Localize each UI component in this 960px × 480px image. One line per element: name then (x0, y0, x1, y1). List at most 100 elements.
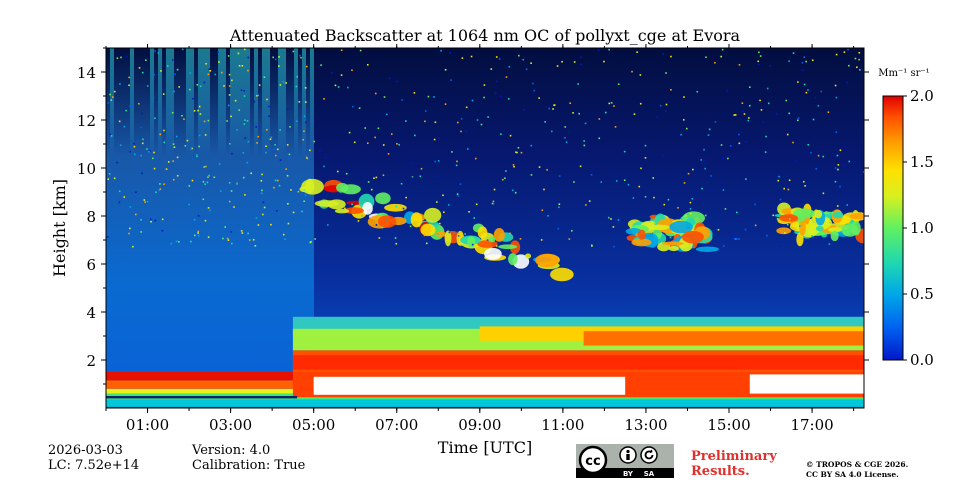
speckle (197, 226, 200, 228)
speckle (704, 159, 707, 162)
speckle (377, 127, 380, 130)
speckle (278, 65, 280, 67)
speckle (852, 202, 854, 205)
speckle (788, 179, 791, 182)
speckle (456, 193, 459, 195)
speckle (797, 119, 799, 122)
speckle (803, 180, 805, 183)
time-column (582, 48, 587, 408)
speckle (208, 174, 210, 177)
sa-share-icon (640, 446, 658, 464)
speckle (174, 226, 177, 229)
speckle (176, 156, 179, 159)
speckle (324, 156, 327, 159)
speckle (262, 218, 265, 221)
speckle (193, 234, 196, 237)
speckle (175, 240, 178, 243)
speckle (273, 148, 276, 151)
speckle (367, 64, 369, 66)
speckle (449, 235, 451, 238)
speckle (735, 238, 737, 240)
time-column (406, 48, 411, 408)
speckle (664, 110, 667, 113)
preliminary-line1: Preliminary (691, 449, 777, 464)
speckle (286, 144, 289, 146)
speckle (144, 201, 146, 203)
speckle (238, 207, 240, 210)
speckle (176, 68, 179, 71)
speckle (565, 141, 568, 144)
speckle (150, 220, 152, 223)
speckle (615, 180, 618, 182)
time-column (310, 48, 315, 408)
speckle (244, 119, 246, 121)
speckle (451, 151, 453, 153)
speckle (683, 182, 686, 184)
speckle (142, 138, 144, 141)
cloud-blob (435, 231, 447, 237)
speckle (862, 209, 864, 211)
speckle (437, 233, 439, 235)
speckle (792, 141, 794, 144)
colorbar-tick-label: 1.5 (910, 153, 934, 171)
time-column (518, 48, 523, 408)
speckle (364, 127, 367, 129)
speckle (140, 112, 143, 115)
time-column (110, 48, 115, 408)
speckle (583, 140, 585, 142)
time-column (750, 48, 755, 408)
speckle (745, 178, 747, 180)
speckle (374, 136, 376, 139)
speckle (265, 151, 267, 154)
speckle (617, 83, 620, 86)
speckle (292, 182, 295, 185)
time-column (610, 48, 615, 408)
time-column (170, 48, 175, 408)
speckle (199, 85, 202, 88)
speckle (315, 238, 318, 241)
speckle (279, 84, 282, 86)
speckle (805, 60, 807, 63)
speckle (447, 204, 450, 206)
speckle (817, 104, 820, 107)
colorbar-tick-label: 0.5 (910, 285, 934, 303)
speckle (836, 154, 839, 157)
time-column (442, 48, 447, 408)
speckle (858, 51, 861, 54)
speckle (402, 207, 405, 210)
cloud-blob (467, 236, 476, 248)
speckle (507, 98, 510, 100)
speckle (738, 64, 741, 66)
speckle (663, 203, 666, 206)
speckle (289, 126, 291, 128)
speckle (704, 214, 707, 217)
time-column (446, 48, 451, 408)
speckle (255, 217, 258, 219)
speckle (191, 179, 194, 182)
speckle (522, 109, 525, 111)
speckle (163, 141, 166, 144)
speckle (459, 183, 462, 185)
time-column (534, 48, 539, 408)
speckle (471, 99, 474, 102)
colorbar-tick-label: 2.0 (910, 87, 934, 105)
speckle (700, 159, 703, 161)
speckle (501, 178, 504, 181)
speckle (209, 222, 211, 225)
speckle (162, 93, 165, 95)
speckle (603, 60, 605, 63)
speckle (784, 232, 786, 234)
speckle (278, 56, 280, 58)
speckle (161, 218, 164, 221)
speckle (193, 109, 196, 112)
speckle (597, 49, 600, 51)
speckle (517, 146, 520, 149)
time-column (218, 48, 223, 408)
speckle (378, 237, 381, 239)
speckle (612, 226, 615, 228)
y-tick-label: 14 (77, 64, 96, 82)
x-tick-label: 11:00 (541, 416, 584, 434)
time-column (330, 48, 335, 408)
speckle (351, 105, 354, 108)
time-column (606, 48, 611, 408)
